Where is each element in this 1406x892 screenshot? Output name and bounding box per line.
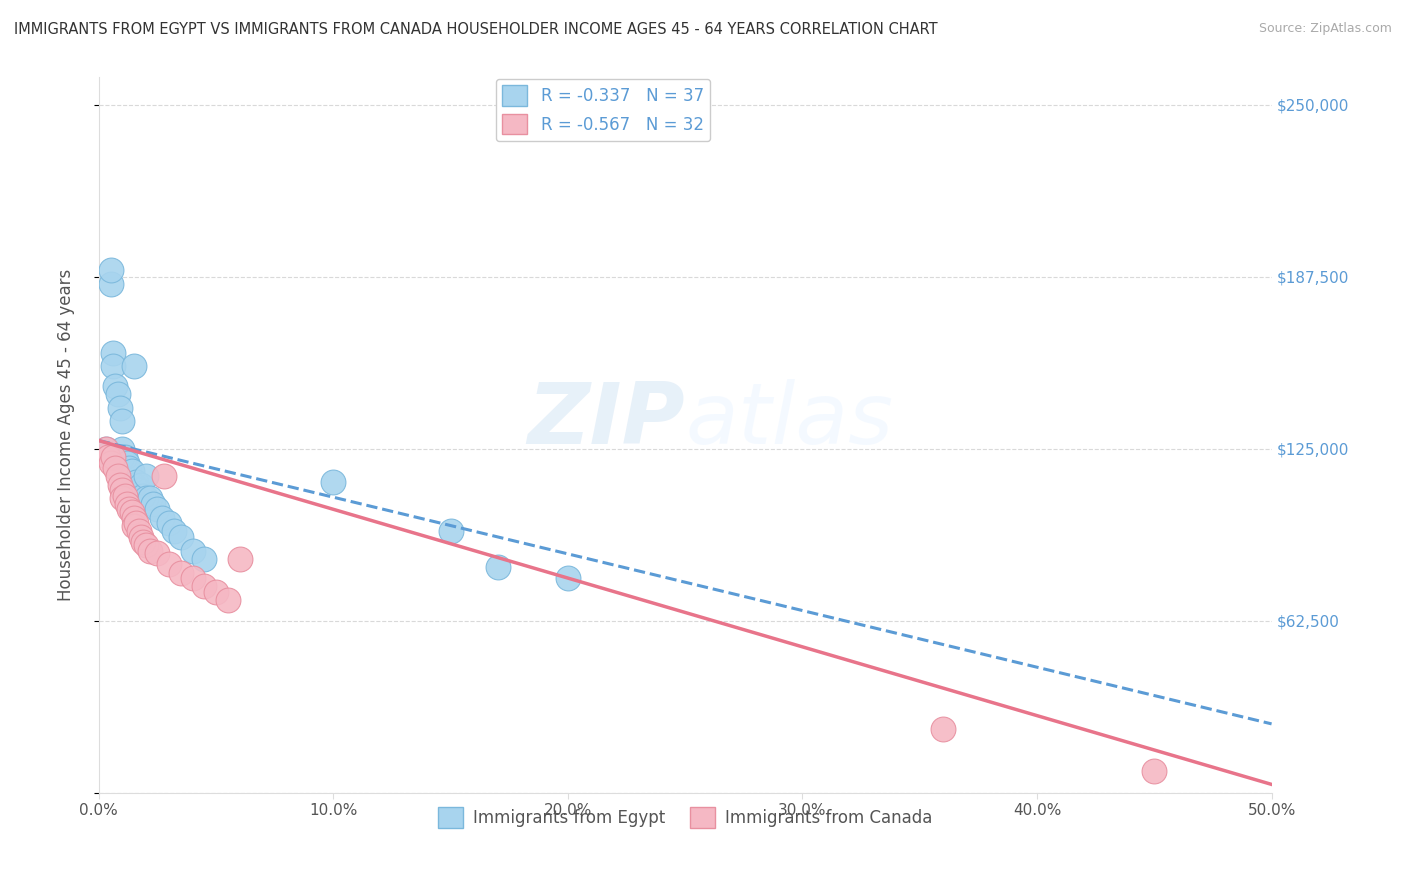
Point bbox=[440, 524, 463, 539]
Point bbox=[150, 510, 173, 524]
Y-axis label: Householder Income Ages 45 - 64 years: Householder Income Ages 45 - 64 years bbox=[58, 268, 75, 601]
Point bbox=[122, 510, 145, 524]
Point bbox=[100, 456, 122, 470]
Point bbox=[146, 502, 169, 516]
Point bbox=[111, 442, 134, 456]
Text: atlas: atlas bbox=[685, 379, 893, 462]
Point bbox=[557, 571, 579, 585]
Point bbox=[163, 524, 186, 539]
Point bbox=[104, 461, 127, 475]
Point bbox=[135, 491, 157, 506]
Point bbox=[94, 442, 117, 456]
Text: ZIP: ZIP bbox=[527, 379, 685, 462]
Point bbox=[217, 593, 239, 607]
Point bbox=[97, 447, 120, 461]
Point bbox=[193, 579, 215, 593]
Point bbox=[181, 543, 204, 558]
Point bbox=[111, 483, 134, 497]
Point bbox=[108, 401, 131, 415]
Text: Source: ZipAtlas.com: Source: ZipAtlas.com bbox=[1258, 22, 1392, 36]
Point bbox=[121, 464, 143, 478]
Point bbox=[128, 483, 150, 497]
Point bbox=[1143, 764, 1166, 778]
Point bbox=[132, 489, 155, 503]
Point bbox=[170, 566, 193, 580]
Point bbox=[122, 477, 145, 491]
Point bbox=[104, 378, 127, 392]
Point bbox=[94, 442, 117, 456]
Point bbox=[146, 546, 169, 560]
Point bbox=[107, 386, 129, 401]
Point bbox=[101, 359, 124, 374]
Text: IMMIGRANTS FROM EGYPT VS IMMIGRANTS FROM CANADA HOUSEHOLDER INCOME AGES 45 - 64 : IMMIGRANTS FROM EGYPT VS IMMIGRANTS FROM… bbox=[14, 22, 938, 37]
Point bbox=[129, 530, 152, 544]
Point bbox=[111, 414, 134, 428]
Point bbox=[932, 723, 955, 737]
Point bbox=[118, 461, 141, 475]
Point bbox=[142, 497, 165, 511]
Point bbox=[121, 505, 143, 519]
Point bbox=[118, 502, 141, 516]
Point bbox=[108, 477, 131, 491]
Point bbox=[129, 477, 152, 491]
Point bbox=[101, 345, 124, 359]
Point bbox=[157, 558, 180, 572]
Point bbox=[193, 551, 215, 566]
Point bbox=[114, 450, 136, 464]
Point bbox=[205, 585, 228, 599]
Point bbox=[111, 450, 134, 464]
Point bbox=[111, 491, 134, 506]
Point bbox=[125, 516, 148, 530]
Point bbox=[139, 491, 162, 506]
Point bbox=[125, 475, 148, 489]
Point bbox=[97, 450, 120, 464]
Point bbox=[122, 359, 145, 374]
Point bbox=[181, 571, 204, 585]
Point bbox=[122, 518, 145, 533]
Point bbox=[115, 456, 138, 470]
Point bbox=[157, 516, 180, 530]
Point bbox=[128, 524, 150, 539]
Point bbox=[486, 560, 509, 574]
Point bbox=[139, 543, 162, 558]
Point bbox=[100, 277, 122, 291]
Point bbox=[132, 535, 155, 549]
Point bbox=[170, 530, 193, 544]
Point bbox=[153, 469, 176, 483]
Point bbox=[322, 475, 344, 489]
Point bbox=[135, 469, 157, 483]
Point bbox=[100, 263, 122, 277]
Point bbox=[115, 497, 138, 511]
Point bbox=[114, 489, 136, 503]
Legend: Immigrants from Egypt, Immigrants from Canada: Immigrants from Egypt, Immigrants from C… bbox=[432, 801, 939, 834]
Point bbox=[107, 469, 129, 483]
Point bbox=[101, 450, 124, 464]
Point bbox=[135, 538, 157, 552]
Point bbox=[228, 551, 250, 566]
